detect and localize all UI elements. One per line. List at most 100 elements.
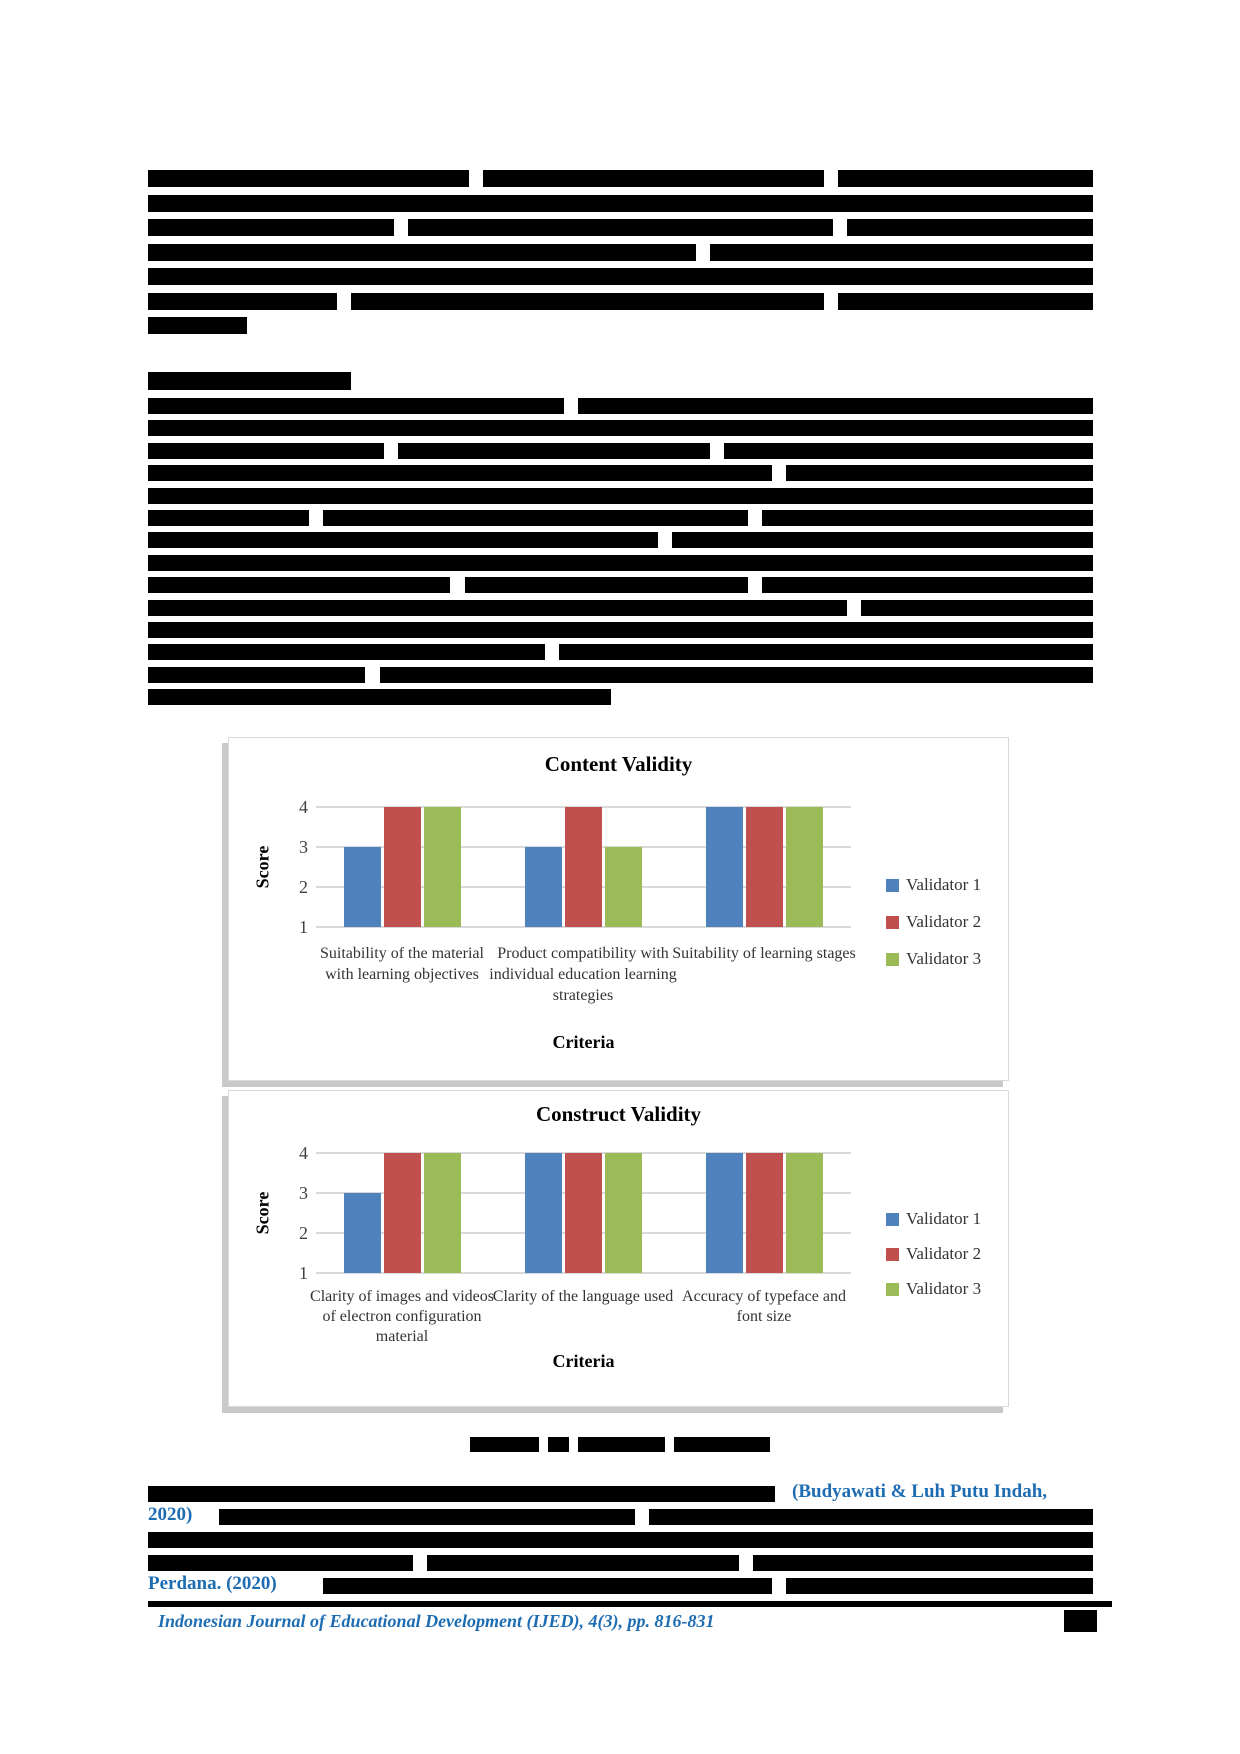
chart-legend: Validator 1 Validator 2 Validator 3 — [886, 1209, 982, 1315]
category-label: Accuracy of typeface and font size — [682, 1288, 846, 1325]
redacted-text-line — [148, 487, 1093, 504]
redacted-text-line — [861, 599, 1093, 616]
bar-validator-2-category-2 — [565, 807, 602, 927]
redacted-text-line — [148, 420, 1093, 437]
legend-label: Validator 1 — [906, 875, 982, 894]
legend-swatch-validator-1 — [886, 1212, 899, 1226]
chart-title: Content Validity — [544, 752, 693, 776]
legend-swatch-validator-2 — [886, 915, 899, 929]
legend-swatch-validator-1 — [886, 878, 899, 892]
bar-validator-3-category-1 — [424, 807, 461, 927]
redacted-text-line — [322, 1578, 772, 1594]
y-tick-label: 2 — [299, 877, 308, 897]
bar-validator-1-category-1 — [344, 1193, 381, 1273]
redacted-text-line — [148, 622, 1093, 638]
redacted-text-line — [724, 442, 1093, 459]
redacted-text-line — [148, 170, 470, 187]
footer-journal-link[interactable]: Indonesian Journal of Educational Develo… — [158, 1611, 715, 1631]
redacted-text-line — [470, 1437, 539, 1452]
legend-swatch-validator-3 — [886, 952, 899, 966]
redacted-text-line — [148, 219, 394, 236]
redacted-text-line — [148, 577, 451, 594]
redacted-text-line — [710, 243, 1093, 261]
redacted-text-line — [148, 644, 545, 661]
legend-item: Validator 3 — [886, 949, 982, 968]
redacted-text-line — [148, 666, 366, 683]
redacted-text-line — [578, 1437, 665, 1452]
legend-item: Validator 3 — [886, 1279, 981, 1298]
redacted-text-line — [148, 292, 337, 310]
redacted-text-line — [785, 1578, 1093, 1594]
redacted-text-line — [762, 510, 1093, 526]
bar-validator-2-category-1 — [384, 807, 421, 927]
bar-validator-1-category-3 — [706, 807, 743, 927]
category-label: Clarity of the language used — [492, 1288, 674, 1305]
bar-validator-3-category-3 — [786, 807, 823, 927]
redacted-text-line — [752, 1555, 1093, 1571]
x-axis-title: Criteria — [552, 1032, 615, 1052]
redacted-text-line — [148, 268, 1093, 285]
bar-validator-2-category-3 — [746, 1153, 783, 1273]
content-validity-chart: Content Validity Score Suitability of th… — [228, 737, 1009, 1081]
redacted-text-line — [148, 1486, 775, 1502]
redacted-text-line — [322, 510, 749, 526]
redacted-text-line — [407, 219, 834, 236]
legend-item: Validator 1 — [886, 875, 982, 894]
legend-item: Validator 2 — [886, 912, 982, 931]
redacted-text-line — [351, 292, 824, 310]
redacted-text-line — [674, 1437, 770, 1452]
bar-validator-1-category-2 — [525, 1153, 562, 1273]
redacted-text-line — [483, 170, 824, 187]
redacted-text-line — [837, 292, 1093, 310]
legend-swatch-validator-3 — [886, 1282, 899, 1296]
bar-validator-2-category-2 — [565, 1153, 602, 1273]
redacted-text-line — [148, 532, 659, 549]
redacted-text-line — [148, 398, 564, 414]
redacted-text-line — [148, 317, 248, 334]
y-tick-label: 3 — [299, 1183, 308, 1203]
redacted-text-line — [148, 372, 352, 390]
bar-validator-2-category-3 — [746, 807, 783, 927]
redacted-text-line — [148, 465, 772, 482]
legend-item: Validator 1 — [886, 1209, 982, 1228]
redacted-text-line — [672, 532, 1093, 549]
redacted-text-line — [218, 1509, 635, 1525]
bar-validator-3-category-2 — [605, 847, 642, 927]
y-tick-label: 1 — [299, 917, 308, 937]
legend-swatch-validator-2 — [886, 1247, 899, 1261]
legend-label: Validator 2 — [906, 912, 982, 931]
y-tick-label: 4 — [299, 797, 308, 817]
bar-validator-1-category-2 — [525, 847, 562, 927]
legend-label: Validator 2 — [906, 1244, 982, 1263]
redacted-text-line — [379, 666, 1093, 683]
redacted-text-line — [148, 554, 1093, 571]
category-label: Suitability of learning stages — [672, 945, 856, 962]
bar-validator-3-category-3 — [786, 1153, 823, 1273]
redacted-text-line — [148, 243, 697, 261]
redacted-text-line — [548, 1437, 569, 1452]
y-tick-label: 1 — [299, 1263, 308, 1283]
gridline — [316, 926, 851, 928]
redacted-text-line — [148, 1532, 1093, 1548]
citation-link-budyawati[interactable]: (Budyawati & Luh Putu Indah, — [792, 1481, 1048, 1502]
construct-validity-chart: Construct Validity Score Clarity of imag… — [228, 1090, 1009, 1407]
redacted-text-line — [398, 442, 711, 459]
legend-label: Validator 3 — [906, 949, 982, 968]
redacted-text-line — [762, 577, 1093, 594]
page-number-redacted — [1064, 1610, 1097, 1632]
redacted-text-line — [837, 170, 1093, 187]
redacted-text-line — [148, 1555, 413, 1571]
bar-validator-1-category-1 — [344, 847, 381, 927]
redacted-text-line — [577, 398, 1093, 414]
category-label: Product compatibility with individual ed… — [489, 945, 677, 1004]
redacted-text-line — [426, 1555, 739, 1571]
legend-item: Validator 2 — [886, 1244, 982, 1263]
legend-label: Validator 1 — [906, 1209, 982, 1228]
y-tick-label: 2 — [299, 1223, 308, 1243]
citation-link-perdana[interactable]: Perdana. (2020) — [148, 1573, 277, 1594]
bar-validator-3-category-2 — [605, 1153, 642, 1273]
bar-validator-2-category-1 — [384, 1153, 421, 1273]
redacted-text-line — [559, 644, 1093, 661]
citation-link-budyawati-continued[interactable]: 2020) — [148, 1504, 193, 1525]
